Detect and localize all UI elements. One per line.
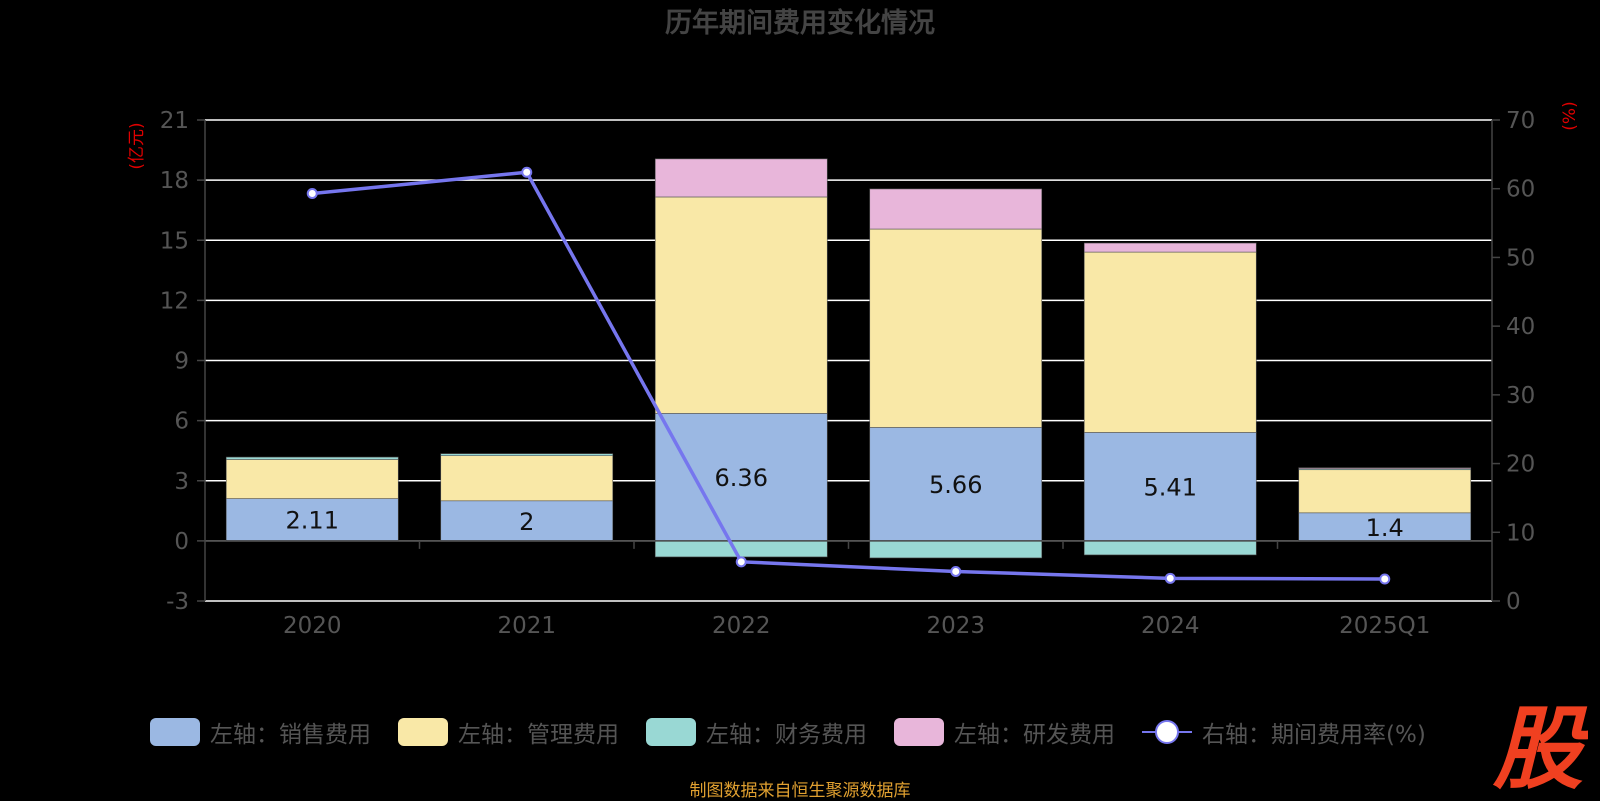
- bar-rnd: [1083, 242, 1257, 253]
- data-label-sales: 6.36: [715, 464, 768, 492]
- bar-admin: [440, 455, 614, 502]
- bar-series: [225, 158, 1472, 559]
- bar-admin: [225, 459, 399, 499]
- data-labels: 2.11 2 6.36 5.66 5.41 1.4: [286, 464, 1404, 542]
- rate-line-series: [306, 166, 1391, 585]
- brand-logo: 股: [1492, 697, 1588, 796]
- left-tick-label: 12: [160, 288, 189, 314]
- left-tick-label: 9: [174, 349, 189, 375]
- legend-label-admin: 左轴：管理费用: [458, 722, 619, 748]
- left-tick-label: 18: [160, 168, 189, 194]
- legend-label-rate: 右轴：期间费用率(%): [1202, 722, 1426, 748]
- right-tick-label: 30: [1506, 383, 1535, 409]
- legend-item-finance[interactable]: 左轴：财务费用: [646, 712, 867, 752]
- bar-finance: [440, 453, 614, 456]
- right-tick-label: 0: [1506, 589, 1521, 615]
- bar-sales: [225, 498, 399, 542]
- legend-swatch-rnd: [894, 718, 944, 746]
- legend-swatch-finance: [646, 718, 696, 746]
- bar-rnd: [654, 158, 828, 198]
- data-label-sales: 2: [519, 508, 534, 536]
- x-tick-label: 2023: [926, 613, 985, 639]
- bar-finance: [869, 540, 1043, 559]
- data-label-sales: 5.66: [929, 471, 982, 499]
- x-tick-label: 2021: [497, 613, 556, 639]
- right-tick-label: 60: [1506, 177, 1535, 203]
- data-label-sales: 2.11: [286, 507, 339, 535]
- legend-item-sales[interactable]: 左轴：销售费用: [150, 712, 371, 752]
- legend-swatch-rate: [1142, 718, 1192, 746]
- x-tick-label: 2025Q1: [1339, 613, 1430, 639]
- period-expense-chart: 历年期间费用变化情况 -3 0 3 6 9 12 15 18 21 0 10 20 30 40 50 60 70…: [127, 7, 1580, 639]
- bar-admin: [654, 196, 828, 414]
- rate-point: [950, 565, 962, 577]
- legend: 左轴：销售费用 左轴：管理费用 左轴：财务费用 左轴：研发费用 右轴：期间费用率…: [0, 712, 1600, 752]
- bar-sales: [654, 413, 828, 542]
- right-tick-label: 50: [1506, 245, 1535, 271]
- right-tick-label: 70: [1506, 108, 1535, 134]
- legend-label-finance: 左轴：财务费用: [706, 722, 867, 748]
- left-tick-label: 3: [174, 469, 189, 495]
- data-source-note: 制图数据来自恒生聚源数据库: [689, 781, 911, 801]
- x-tick-label: 2022: [712, 613, 771, 639]
- bar-rnd: [1298, 467, 1472, 470]
- right-tick-label: 10: [1506, 520, 1535, 546]
- left-tick-label: 15: [160, 228, 189, 254]
- bar-sales: [1298, 512, 1472, 542]
- legend-label-rnd: 左轴：研发费用: [954, 722, 1115, 748]
- bar-sales: [1083, 432, 1257, 542]
- right-tick-label: 40: [1506, 314, 1535, 340]
- x-tick-label: 2020: [283, 613, 342, 639]
- rate-point: [735, 556, 747, 568]
- left-tick-label: -3: [166, 589, 189, 615]
- right-tick-label: 20: [1506, 452, 1535, 478]
- data-label-sales: 5.41: [1144, 474, 1197, 502]
- bar-admin: [1083, 251, 1257, 433]
- brand-logo-text: 股: [1492, 697, 1588, 796]
- rate-line: [312, 170, 1385, 581]
- left-axis-unit: (亿元): [127, 122, 147, 169]
- x-tick-label: 2024: [1141, 613, 1200, 639]
- legend-item-rnd[interactable]: 左轴：研发费用: [894, 712, 1115, 752]
- bar-admin: [1298, 469, 1472, 514]
- rate-point: [1379, 573, 1391, 585]
- chart-title: 历年期间费用变化情况: [665, 7, 935, 39]
- bar-finance: [1083, 540, 1257, 556]
- left-tick-label: 21: [160, 108, 189, 134]
- legend-swatch-sales: [150, 718, 200, 746]
- left-tick-label: 6: [174, 409, 189, 435]
- rate-point: [521, 166, 533, 178]
- legend-label-sales: 左轴：销售费用: [210, 722, 371, 748]
- left-tick-label: 0: [174, 529, 189, 555]
- legend-item-admin[interactable]: 左轴：管理费用: [398, 712, 619, 752]
- bar-finance: [654, 540, 828, 558]
- bar-rnd: [869, 188, 1043, 230]
- legend-rate-marker: [1155, 720, 1179, 744]
- legend-item-rate[interactable]: 右轴：期间费用率(%): [1142, 712, 1426, 752]
- bar-finance: [225, 456, 399, 460]
- data-label-sales: 1.4: [1366, 514, 1404, 542]
- rate-point: [1164, 572, 1176, 584]
- rate-point: [306, 188, 318, 200]
- axes: -3 0 3 6 9 12 15 18 21 0 10 20 30 40 50 60 70 2020 2021 202…: [160, 108, 1536, 639]
- right-axis-unit: (%): [1560, 101, 1580, 130]
- bar-admin: [869, 228, 1043, 428]
- bar-sales: [869, 427, 1043, 542]
- legend-swatch-admin: [398, 718, 448, 746]
